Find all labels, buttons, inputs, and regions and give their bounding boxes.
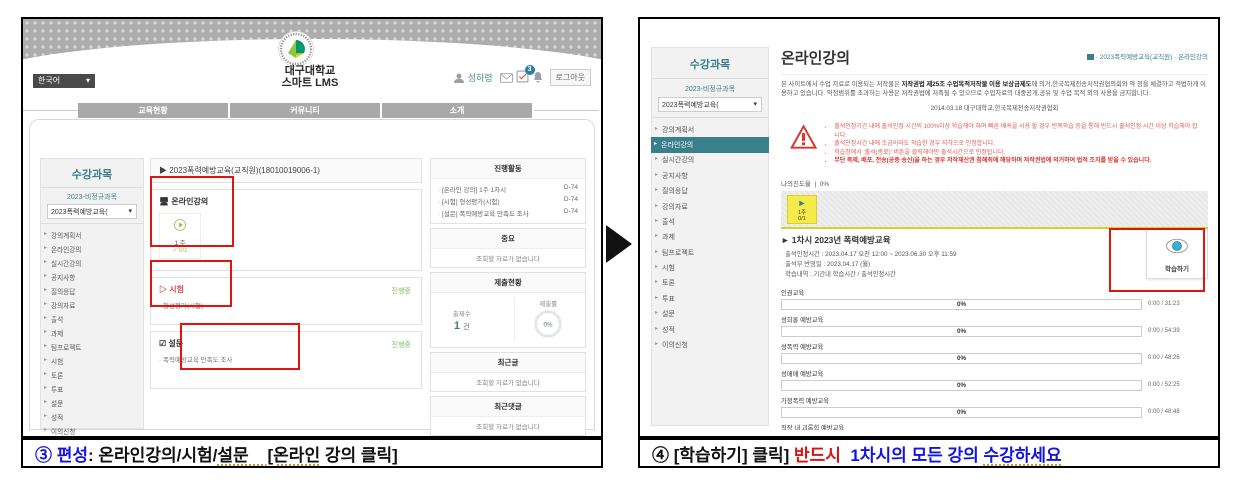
svg-text:0%: 0%: [544, 322, 553, 329]
